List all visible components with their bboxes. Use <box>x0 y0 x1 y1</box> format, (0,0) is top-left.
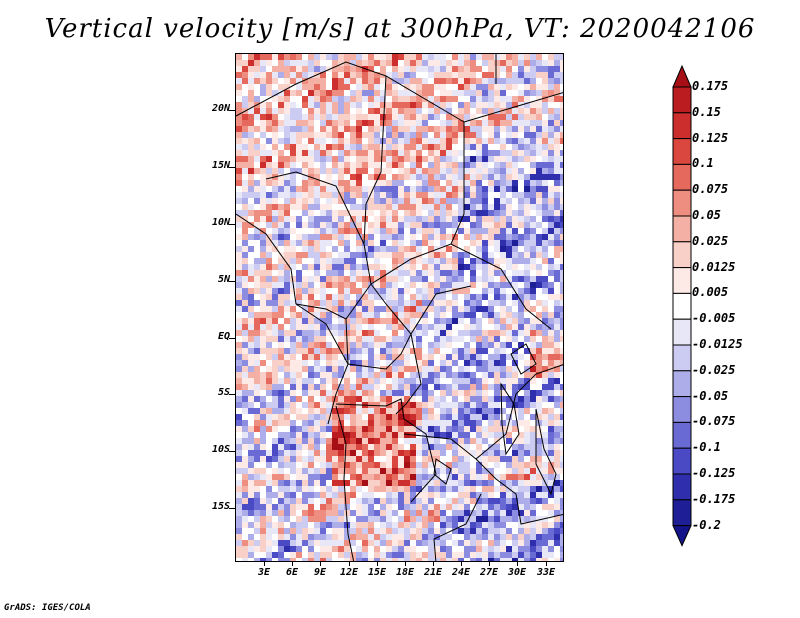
velocity-cells <box>236 54 563 561</box>
colorbar-label: -0.175 <box>692 491 736 506</box>
colorbar-segment <box>672 396 692 423</box>
lon-label: 30E <box>507 567 527 578</box>
colorbar-label: 0.125 <box>692 130 729 145</box>
lon-tick <box>489 561 490 566</box>
lon-label: 24E <box>451 567 471 578</box>
lon-tick <box>377 561 378 566</box>
colorbar-segment <box>672 215 692 243</box>
colorbar-label: -0.025 <box>692 362 736 377</box>
lon-tick <box>546 561 547 566</box>
lat-label: 5S <box>217 387 230 398</box>
lon-label: 33E <box>536 567 556 578</box>
colorbar-segment <box>672 421 692 449</box>
colorbar-label: 0.005 <box>692 285 729 300</box>
lat-label: 15S <box>211 501 230 512</box>
colorbar-segment <box>672 267 692 294</box>
velocity-field <box>236 54 563 561</box>
colorbar-segment <box>672 241 692 269</box>
colorbar-label: -0.05 <box>692 388 729 403</box>
lon-tick <box>461 561 462 566</box>
colorbar-label: 0.05 <box>692 208 721 222</box>
lat-tick <box>229 451 235 452</box>
lat-tick <box>229 167 235 168</box>
country-borders <box>236 54 563 561</box>
lon-label: 9E <box>313 567 327 578</box>
lon-tick <box>405 561 406 566</box>
lat-tick <box>229 338 235 339</box>
colorbar-segment <box>672 138 692 165</box>
colorbar-label: 0.0125 <box>692 259 736 274</box>
chart-title: Vertical velocity [m/s] at 300hPa, VT: 2… <box>44 14 756 44</box>
colorbar-label: -0.125 <box>692 466 736 480</box>
colorbar-segment <box>672 473 692 501</box>
map-panel <box>235 53 564 562</box>
lat-tick <box>229 224 235 225</box>
lon-tick <box>292 561 293 566</box>
lat-label: 20N <box>211 103 230 114</box>
lon-label: 15E <box>367 567 387 578</box>
colorbar-segment <box>672 86 692 114</box>
colorbar-label: 0.075 <box>692 182 729 197</box>
lon-label: 6E <box>285 567 299 578</box>
colorbar-label: -0.005 <box>692 311 736 326</box>
colorbar-segment <box>672 65 692 88</box>
lon-label: 18E <box>395 567 415 578</box>
lat-label: 10N <box>211 217 230 228</box>
colorbar-label: 0.175 <box>692 79 729 93</box>
lat-tick <box>229 394 235 395</box>
lon-tick <box>264 561 265 566</box>
colorbar-label: 0.025 <box>692 233 729 248</box>
lon-label: 21E <box>423 567 443 578</box>
colorbar-label: 0.1 <box>692 156 714 171</box>
lat-tick <box>229 508 235 509</box>
lat-label: EQ <box>217 331 230 342</box>
lon-label: 3E <box>257 567 271 578</box>
lat-tick <box>229 110 235 111</box>
lat-label: 10S <box>211 444 230 455</box>
colorbar-segment <box>672 189 692 217</box>
lat-label: 5N <box>217 274 230 285</box>
lon-tick <box>349 561 350 566</box>
lon-tick <box>320 561 321 566</box>
colorbar-segment <box>672 525 692 547</box>
lon-tick <box>517 561 518 566</box>
colorbar-label: -0.2 <box>692 517 721 532</box>
colorbar-segment <box>672 344 692 372</box>
colorbar-segment <box>672 112 692 140</box>
colorbar <box>672 65 692 547</box>
colorbar-segment <box>672 499 692 527</box>
colorbar-segment <box>672 447 692 475</box>
colorbar-segment <box>672 292 692 320</box>
lon-label: 27E <box>479 567 499 578</box>
colorbar-label: -0.0125 <box>692 337 743 351</box>
lon-label: 12E <box>339 567 359 578</box>
colorbar-segment <box>672 318 692 346</box>
colorbar-segment <box>672 370 692 398</box>
credit-text: GrADS: IGES/COLA <box>4 603 91 613</box>
colorbar-label: 0.15 <box>692 104 721 119</box>
colorbar-label: -0.075 <box>692 414 736 429</box>
colorbar-segment <box>672 163 692 191</box>
lat-label: 15N <box>211 160 230 171</box>
lon-tick <box>433 561 434 566</box>
colorbar-label: -0.1 <box>692 440 721 455</box>
lat-tick <box>229 281 235 282</box>
